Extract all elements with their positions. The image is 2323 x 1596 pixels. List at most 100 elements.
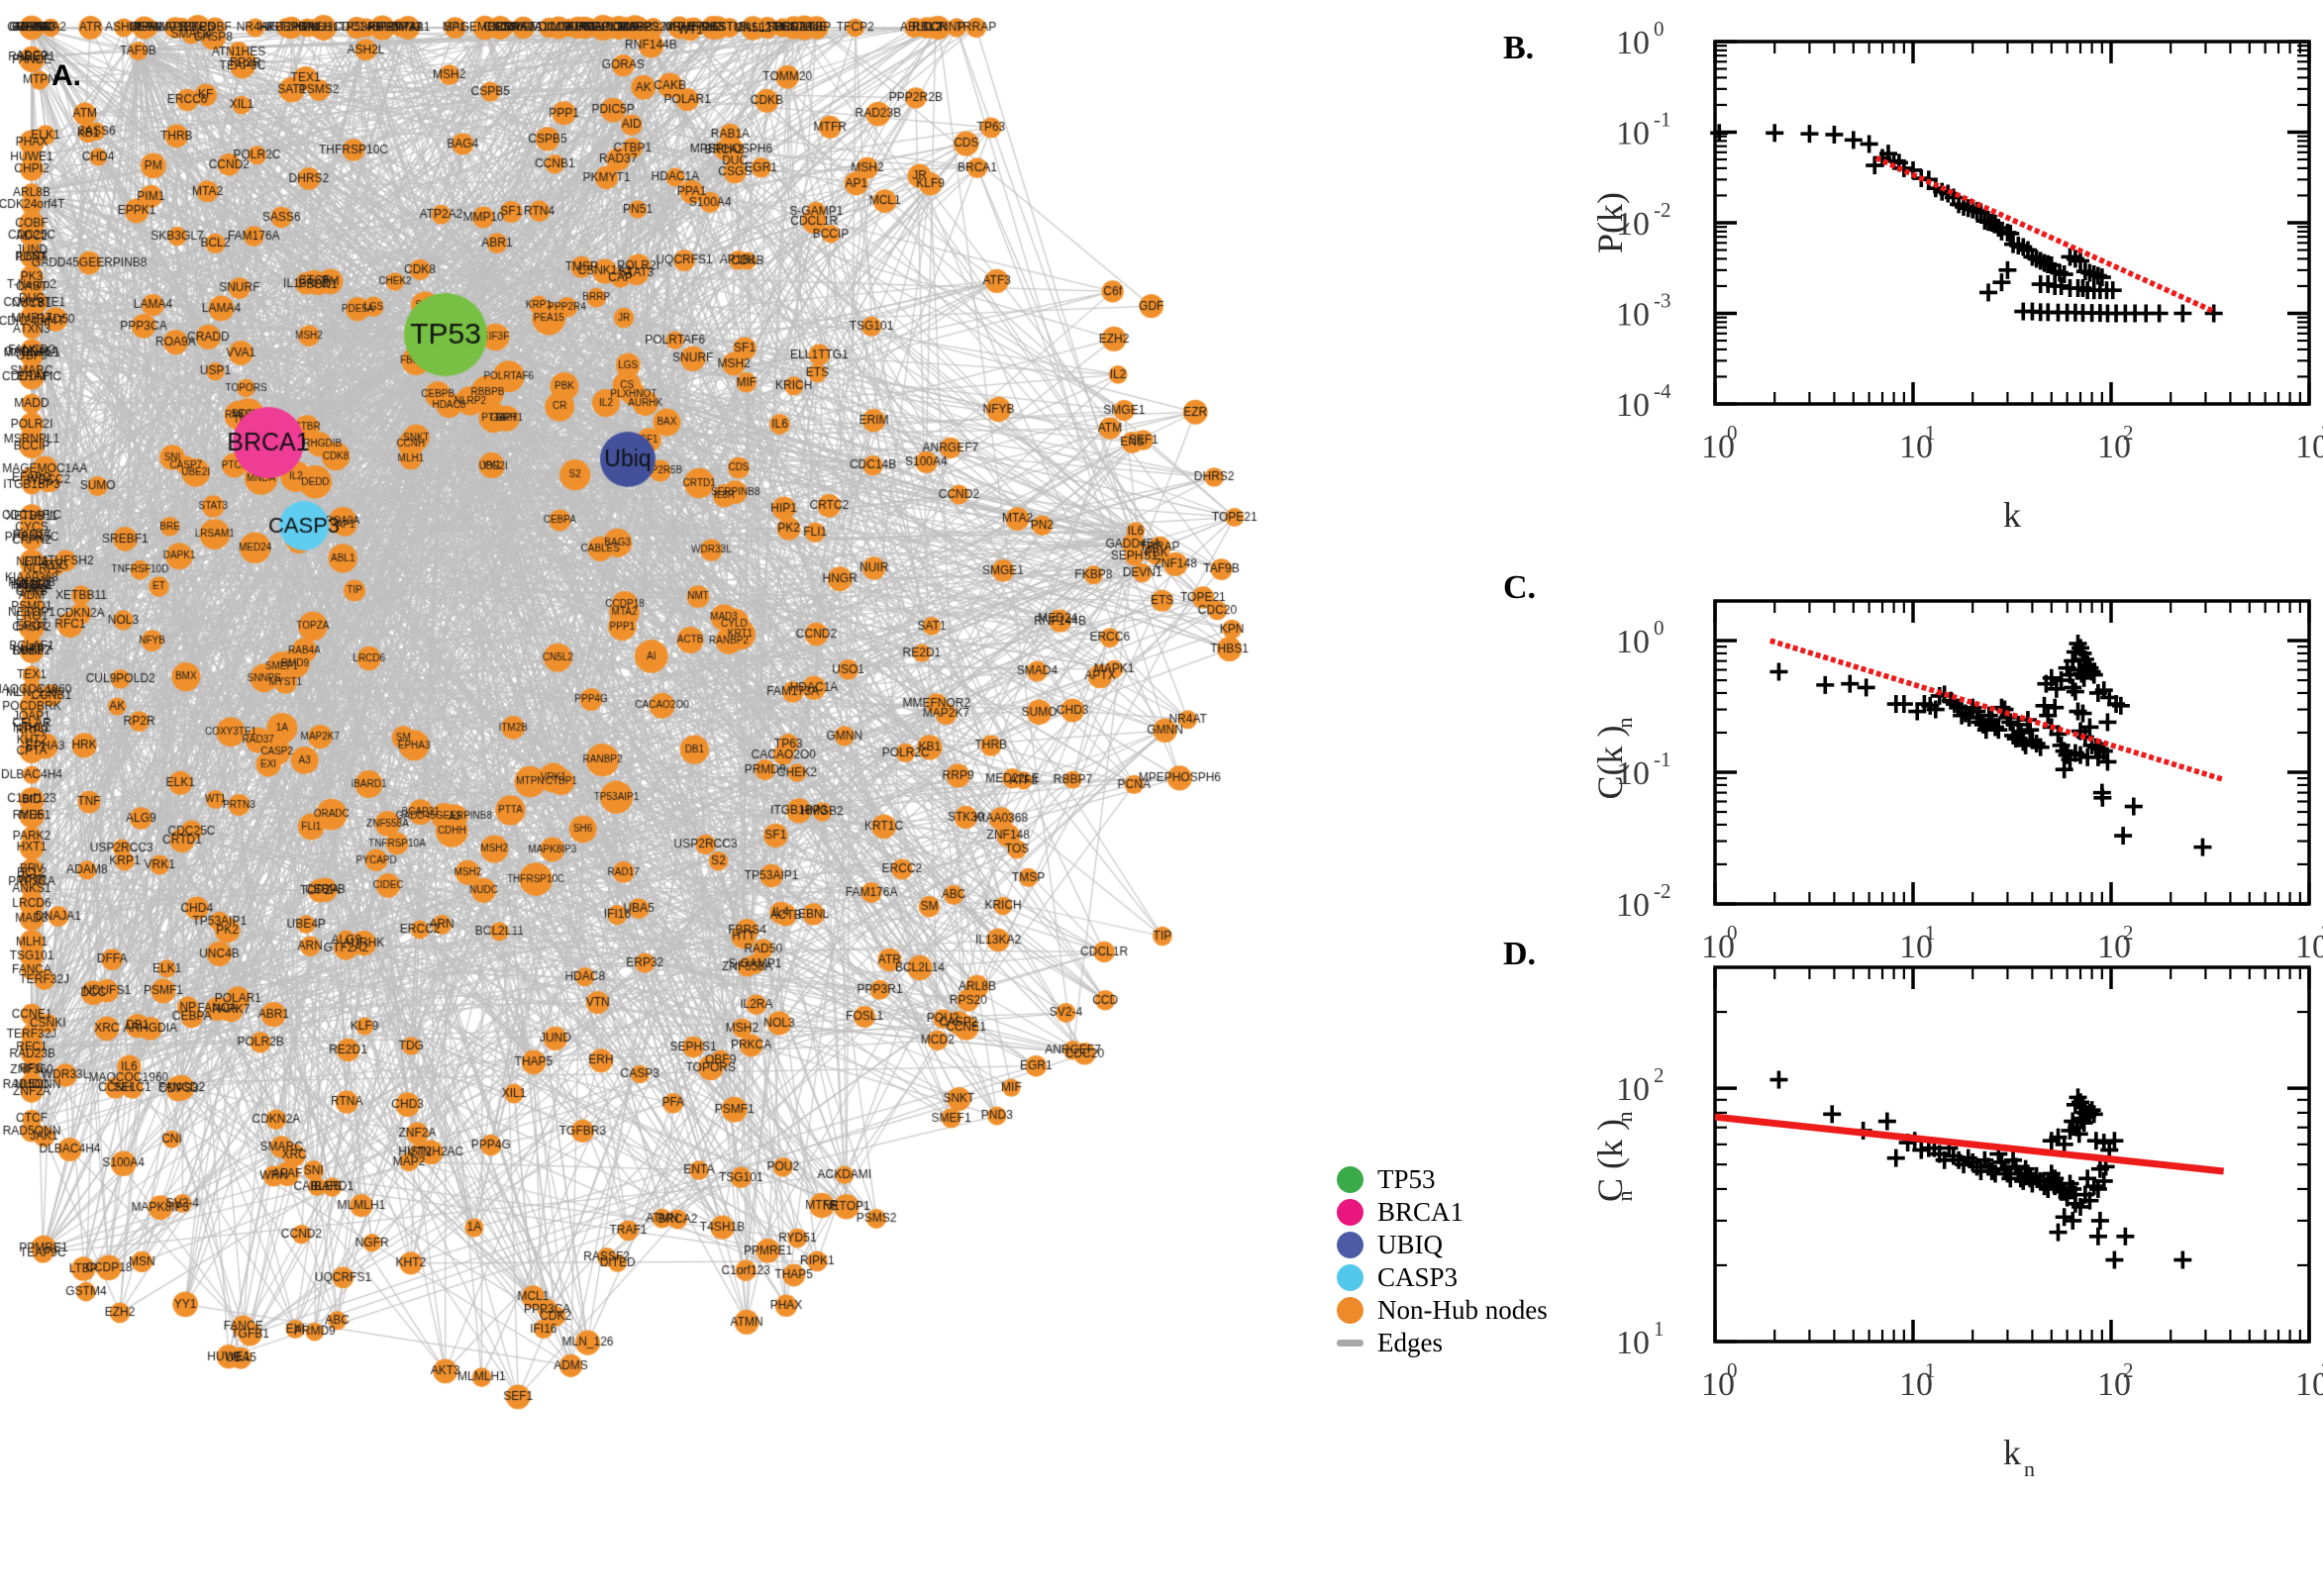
svg-text:10: 10 xyxy=(2097,1366,2131,1403)
data-points xyxy=(1769,1070,2192,1269)
legend-item-casp3: CASP3 xyxy=(1337,1261,1594,1294)
legend-edge-line-icon xyxy=(1337,1340,1364,1347)
plot-frame xyxy=(1713,40,2311,406)
svg-text:-2: -2 xyxy=(1654,198,1671,222)
svg-text:10: 10 xyxy=(1616,387,1650,424)
x-axis-ticks xyxy=(1713,601,2311,904)
data-points xyxy=(1710,124,2223,323)
svg-text:2: 2 xyxy=(2123,421,2134,445)
legend-label: UBIQ xyxy=(1377,1230,1443,1259)
svg-text:10: 10 xyxy=(1616,1071,1650,1108)
svg-text:3: 3 xyxy=(2321,921,2323,945)
legend-label: Edges xyxy=(1377,1328,1443,1357)
y-axis-ticks xyxy=(1715,599,2309,906)
svg-text:C (k ): C (k ) xyxy=(1590,1119,1630,1202)
svg-text:1: 1 xyxy=(1925,421,1936,445)
legend-item-ubiq: UBIQ xyxy=(1337,1229,1594,1261)
svg-text:10: 10 xyxy=(1899,429,1933,465)
svg-text:2: 2 xyxy=(1654,1063,1665,1087)
x-axis-label: k xyxy=(2003,495,2021,535)
svg-text:k: k xyxy=(2003,1433,2021,1472)
x-tick-labels: 100101102103 xyxy=(1701,921,2323,965)
svg-text:3: 3 xyxy=(2321,1358,2323,1382)
panel-b-letter: B. xyxy=(1503,30,1535,66)
y-axis-label: C (k )n n xyxy=(1590,1112,1637,1203)
panel-d-letter: D. xyxy=(1503,936,1537,972)
panel-b-plot[interactable]: 10010110210310010-110-210-310-4kP(k) xyxy=(1545,17,2323,535)
legend-label: Non-Hub nodes xyxy=(1377,1295,1548,1325)
svg-text:n: n xyxy=(2024,1456,2035,1481)
y-axis-ticks xyxy=(1715,40,2309,406)
svg-text:10: 10 xyxy=(2097,929,2131,965)
svg-text:0: 0 xyxy=(1654,616,1665,640)
svg-text:n: n xyxy=(1612,718,1637,729)
svg-text:0: 0 xyxy=(1654,17,1665,41)
svg-text:10: 10 xyxy=(1616,755,1650,792)
panel-c-letter: C. xyxy=(1503,569,1537,606)
panel-d-plot[interactable]: 100101102103102101knC (k )nn xyxy=(1545,946,2323,1500)
svg-text:k: k xyxy=(2003,495,2021,535)
svg-text:10: 10 xyxy=(1616,206,1650,243)
svg-text:10: 10 xyxy=(1899,1366,1933,1403)
svg-text:10: 10 xyxy=(1616,624,1650,660)
data-points xyxy=(1769,634,2212,856)
svg-text:1: 1 xyxy=(1654,1317,1665,1341)
legend-item-edges: Edges xyxy=(1337,1327,1594,1359)
plotC-svg: 10010110210310010-110-2C(k )n xyxy=(1590,599,2323,965)
svg-text:10: 10 xyxy=(1616,297,1650,334)
svg-text:-2: -2 xyxy=(1654,879,1671,903)
y-axis-label: P(k) xyxy=(1590,192,1630,253)
panel-a-letter: A. xyxy=(51,59,81,92)
svg-text:10: 10 xyxy=(1701,429,1735,465)
y-axis-label: C(k )n xyxy=(1590,718,1637,800)
legend-item-non-hub-nodes: Non-Hub nodes xyxy=(1337,1294,1594,1327)
svg-text:10: 10 xyxy=(2097,429,2131,465)
svg-text:10: 10 xyxy=(1701,929,1735,965)
svg-text:0: 0 xyxy=(1727,1358,1738,1382)
legend-label: CASP3 xyxy=(1377,1262,1459,1292)
svg-text:1: 1 xyxy=(1925,921,1936,945)
svg-text:0: 0 xyxy=(1727,921,1738,945)
plotD-svg: 100101102103102101knC (k )nn xyxy=(1590,965,2323,1481)
legend-label: TP53 xyxy=(1377,1164,1436,1194)
svg-text:10: 10 xyxy=(2295,429,2323,465)
y-axis-ticks xyxy=(1715,965,2309,1344)
svg-text:0: 0 xyxy=(1727,421,1738,445)
svg-text:10: 10 xyxy=(1616,116,1650,152)
svg-text:-3: -3 xyxy=(1654,289,1671,313)
svg-text:3: 3 xyxy=(2321,421,2323,445)
plotB-svg: 10010110210310010-110-210-310-4kP(k) xyxy=(1590,17,2323,535)
legend-item-brca1: BRCA1 xyxy=(1337,1196,1594,1229)
svg-text:10: 10 xyxy=(2295,1366,2323,1403)
panel-a-network xyxy=(0,0,1465,1596)
legend-circle-icon xyxy=(1337,1199,1364,1226)
legend-label: BRCA1 xyxy=(1377,1197,1464,1227)
plot-frame xyxy=(1713,599,2311,906)
svg-text:10: 10 xyxy=(1616,25,1650,61)
svg-text:-1: -1 xyxy=(1654,108,1671,132)
legend-circle-icon xyxy=(1337,1264,1364,1291)
power-law-fit-line xyxy=(1714,1113,2225,1175)
legend-circle-icon xyxy=(1337,1166,1364,1193)
network-graph-canvas[interactable] xyxy=(0,0,1465,1596)
svg-text:10: 10 xyxy=(2295,929,2323,965)
network-legend: TP53 BRCA1 UBIQ CASP3 Non-Hub nodes Edges xyxy=(1337,1163,1594,1359)
x-axis-ticks xyxy=(1713,42,2311,404)
panel-c-plot[interactable]: 10010110210310010-110-2C(k )n xyxy=(1545,579,2323,965)
x-tick-labels: 100101102103 xyxy=(1701,421,2323,465)
legend-circle-icon xyxy=(1337,1297,1364,1324)
svg-text:P(k): P(k) xyxy=(1590,192,1630,253)
svg-text:n: n xyxy=(1612,1112,1637,1123)
svg-text:10: 10 xyxy=(1701,1366,1735,1403)
power-law-fit-line xyxy=(1874,154,2215,315)
plot-frame xyxy=(1713,965,2311,1344)
svg-text:1: 1 xyxy=(1925,1358,1936,1382)
svg-text:-4: -4 xyxy=(1654,379,1671,403)
svg-text:n: n xyxy=(1612,1191,1637,1202)
svg-text:2: 2 xyxy=(2123,921,2134,945)
svg-text:2: 2 xyxy=(2123,1358,2134,1382)
